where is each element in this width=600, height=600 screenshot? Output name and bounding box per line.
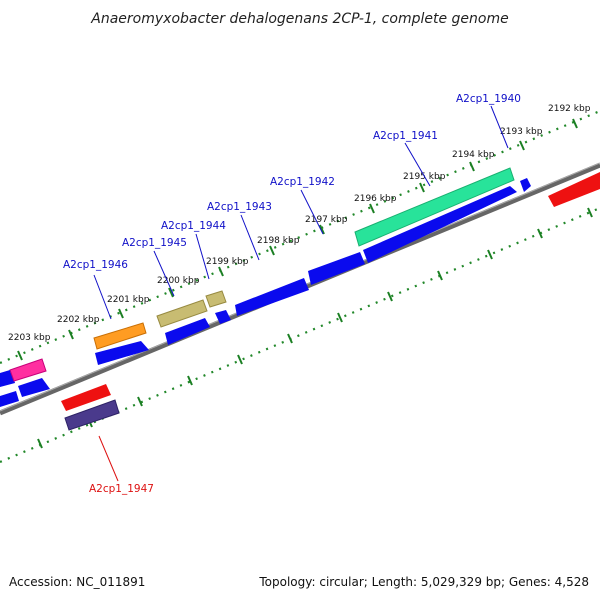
feature-box-1945[interactable] (156, 299, 208, 328)
accession-text: Accession: NC_011891 (9, 575, 145, 589)
cds-arrow[interactable] (363, 186, 517, 263)
gene-label-1940[interactable]: A2cp1_1940 (456, 93, 521, 105)
cds-track-forward (0, 178, 531, 407)
cds-arrow[interactable] (95, 341, 149, 365)
tick-label: 2194 kbp (452, 150, 495, 160)
gene-label-1947[interactable]: A2cp1_1947 (89, 483, 154, 495)
cds-arrow-red[interactable] (61, 384, 111, 411)
tick-label: 2202 kbp (57, 315, 100, 325)
gene-label-1941[interactable]: A2cp1_1941 (373, 130, 438, 142)
feature-box-1944[interactable] (205, 290, 227, 308)
cds-track-reverse (61, 172, 600, 431)
cds-arrow[interactable] (18, 378, 50, 397)
tick-label: 2199 kbp (206, 257, 249, 267)
gene-label-1944[interactable]: A2cp1_1944 (161, 220, 226, 232)
cds-arrow[interactable] (235, 278, 309, 316)
feature-box-1946[interactable] (93, 322, 147, 350)
cds-arrow[interactable] (308, 252, 365, 285)
tick-label: 2203 kbp (8, 333, 51, 343)
gene-label-1942[interactable]: A2cp1_1942 (270, 176, 335, 188)
tick-label: 2197 kbp (305, 215, 348, 225)
feature-box-blue[interactable] (0, 370, 12, 386)
feature-boxes (0, 167, 515, 386)
cds-arrow-red[interactable] (548, 172, 600, 207)
tick-label: 2201 kbp (107, 295, 150, 305)
gene-label-1946[interactable]: A2cp1_1946 (63, 259, 128, 271)
gene-labels: A2cp1_1940 A2cp1_1941 A2cp1_1942 A2cp1_1… (63, 93, 521, 495)
feature-box-1947[interactable] (64, 399, 120, 431)
tick-labels: 2192 kbp 2193 kbp 2194 kbp 2195 kbp 2196… (8, 104, 591, 343)
cds-arrow[interactable] (0, 391, 19, 407)
tick-label: 2193 kbp (500, 127, 543, 137)
topology-text: Topology: circular; Length: 5,029,329 bp… (258, 575, 589, 589)
feature-box-pink[interactable] (9, 358, 47, 382)
feature-box-1941[interactable] (354, 167, 515, 247)
gene-label-1945[interactable]: A2cp1_1945 (122, 237, 187, 249)
tick-label: 2196 kbp (354, 194, 397, 204)
map-title: Anaeromyxobacter dehalogenans 2CP-1, com… (90, 11, 508, 27)
label-leaders (93, 105, 509, 482)
cds-arrow[interactable] (215, 310, 231, 324)
gene-label-1943[interactable]: A2cp1_1943 (207, 201, 272, 213)
tick-label: 2192 kbp (548, 104, 591, 114)
cds-arrow[interactable] (520, 178, 531, 192)
cds-arrow[interactable] (165, 318, 210, 345)
tick-label: 2200 kbp (157, 276, 200, 286)
tick-label: 2198 kbp (257, 236, 300, 246)
major-ticks (17, 118, 578, 361)
outer-dotted-ring (0, 109, 600, 365)
